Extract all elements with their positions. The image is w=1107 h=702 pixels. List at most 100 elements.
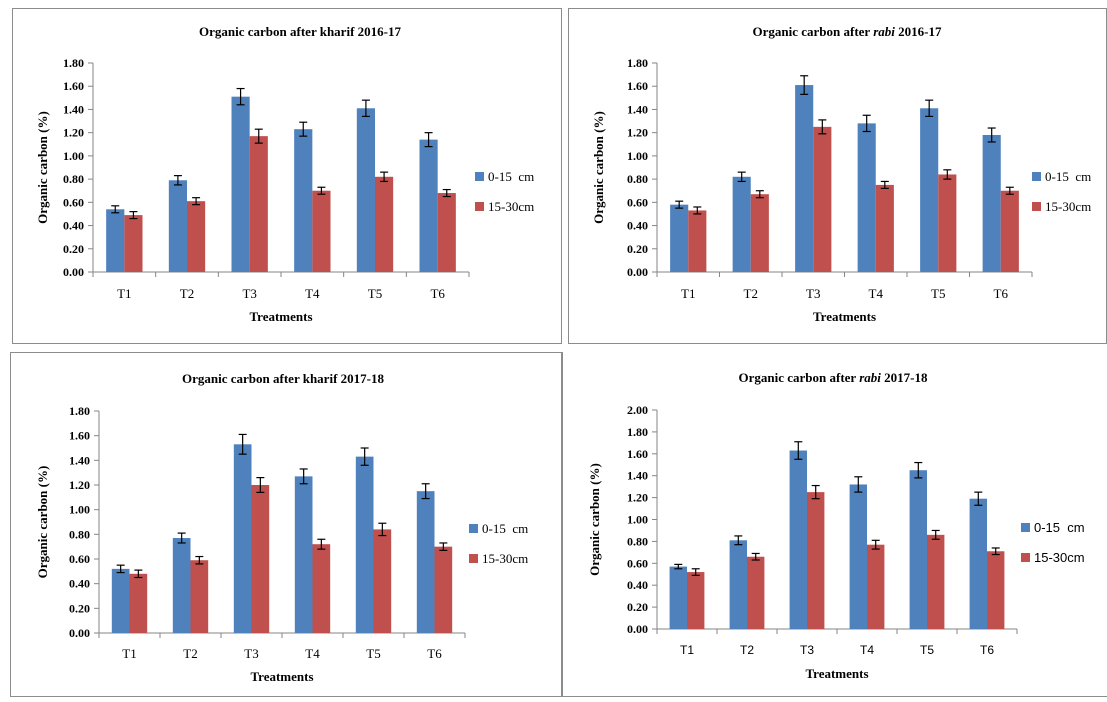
y-tick-label: 1.80 <box>627 425 648 439</box>
legend-label: 15-30cm <box>1034 550 1085 565</box>
y-tick-label: 1.60 <box>69 429 90 443</box>
chart-panel-kharif-2017-18: Organic carbon after kharif 2017-18 0.00 0… <box>10 352 562 697</box>
bar <box>747 556 765 629</box>
x-tick-label: T5 <box>368 286 382 301</box>
y-tick-label: 1.60 <box>63 79 84 93</box>
y-tick-label: 1.40 <box>69 453 90 467</box>
y-tick-label: 0.40 <box>63 219 84 233</box>
bar <box>938 174 957 272</box>
y-tick-label: 0.40 <box>69 577 90 591</box>
legend-label: 15-30cm <box>488 199 534 214</box>
chart-title: Organic carbon after rabi 2017-18 <box>739 370 928 385</box>
x-tick-label: T3 <box>244 646 258 661</box>
bar <box>168 180 187 272</box>
x-tick-label: T5 <box>931 286 945 301</box>
bar <box>687 572 705 629</box>
bar <box>312 190 331 272</box>
y-axis-label: Organic carbon (%) <box>587 463 602 576</box>
y-tick-label: 1.20 <box>63 126 84 140</box>
x-tick-label: T5 <box>366 646 380 661</box>
x-axis-label: Treatments <box>805 666 868 681</box>
legend-swatch <box>1032 202 1041 211</box>
y-tick-label: 0.60 <box>627 556 648 570</box>
x-tick-label: T1 <box>681 286 695 301</box>
y-tick-label: 0.80 <box>69 527 90 541</box>
legend-swatch <box>1032 172 1041 181</box>
chart-title-part: Organic carbon after <box>739 370 860 385</box>
x-tick-label: T5 <box>920 643 934 657</box>
x-axis-label: Treatments <box>249 309 312 324</box>
chart-title: Organic carbon after kharif 2017-18 <box>182 371 384 386</box>
y-tick-label: 2.00 <box>627 403 648 417</box>
bar <box>795 85 814 272</box>
bar <box>867 544 885 629</box>
y-tick-label: 1.40 <box>627 469 648 483</box>
y-tick-label: 0.00 <box>627 622 648 636</box>
x-tick-label: T1 <box>680 643 694 657</box>
bar <box>688 210 707 272</box>
bar <box>909 470 927 629</box>
bar <box>969 498 987 629</box>
y-tick-label: 1.80 <box>69 404 90 418</box>
x-tick-label: T6 <box>980 643 994 657</box>
y-tick-label: 1.00 <box>627 149 648 163</box>
chart-title-part: rabi <box>873 24 895 39</box>
y-axis-label: Organic carbon (%) <box>591 111 606 224</box>
y-tick-label: 0.40 <box>627 219 648 233</box>
bar <box>807 492 825 629</box>
bar <box>434 546 453 633</box>
x-tick-label: T2 <box>183 646 197 661</box>
bar <box>732 176 751 272</box>
y-tick-label: 0.60 <box>63 195 84 209</box>
bar <box>129 573 148 633</box>
x-tick-label: T1 <box>122 646 136 661</box>
x-tick-label: T3 <box>806 286 820 301</box>
y-axis-label: Organic carbon (%) <box>35 466 50 579</box>
bar <box>849 484 867 629</box>
bar <box>857 123 876 272</box>
y-tick-label: 0.20 <box>627 600 648 614</box>
bar <box>987 551 1005 629</box>
chart-panel-rabi-2017-18: Organic carbon after rabi 2017-18 0.00 0.2… <box>562 352 1107 697</box>
legend-label: 0-15 cm <box>1045 169 1091 184</box>
legend-label: 15-30cm <box>482 551 528 566</box>
chart-title: Organic carbon after rabi 2016-17 <box>753 24 942 39</box>
bar <box>1000 190 1019 272</box>
y-tick-label: 1.00 <box>69 503 90 517</box>
bar <box>670 204 689 272</box>
bar <box>249 136 268 272</box>
bar <box>927 534 945 629</box>
y-tick-label: 1.20 <box>627 491 648 505</box>
y-tick-label: 1.00 <box>627 513 648 527</box>
chart-rabi-2016-17: Organic carbon after rabi 2016-17 0.00 0.2… <box>591 24 1091 324</box>
bar <box>419 139 438 272</box>
y-tick-label: 0.80 <box>627 534 648 548</box>
x-tick-label: T2 <box>744 286 758 301</box>
x-tick-label: T4 <box>869 286 884 301</box>
x-tick-label: T2 <box>740 643 754 657</box>
bar <box>920 108 939 273</box>
legend-swatch <box>469 554 478 563</box>
legend-swatch <box>475 202 484 211</box>
chart-title-part: 2017-18 <box>881 370 928 385</box>
chart-rabi-2017-18: Organic carbon after rabi 2017-18 0.00 0.2… <box>587 370 1085 681</box>
legend-label: 0-15 cm <box>482 521 528 536</box>
chart-title-part: 2016-17 <box>895 24 942 39</box>
chart-kharif-2016-17: Organic carbon after kharif 2016-17 0.00 0… <box>35 24 534 324</box>
bar <box>251 485 270 633</box>
y-tick-label: 0.20 <box>69 601 90 615</box>
y-tick-label: 0.00 <box>69 626 90 640</box>
legend-label: 0-15 cm <box>1034 520 1085 535</box>
chart-title-part: Organic carbon after <box>753 24 874 39</box>
y-tick-label: 0.80 <box>627 172 648 186</box>
x-tick-label: T2 <box>180 286 194 301</box>
bar <box>172 538 191 633</box>
y-tick-label: 0.60 <box>69 552 90 566</box>
x-tick-label: T3 <box>800 643 814 657</box>
bar <box>294 476 313 633</box>
y-tick-label: 1.40 <box>627 102 648 116</box>
x-axis-label: Treatments <box>250 669 313 684</box>
bar <box>294 129 313 272</box>
y-tick-label: 1.20 <box>627 126 648 140</box>
x-tick-label: T6 <box>994 286 1009 301</box>
